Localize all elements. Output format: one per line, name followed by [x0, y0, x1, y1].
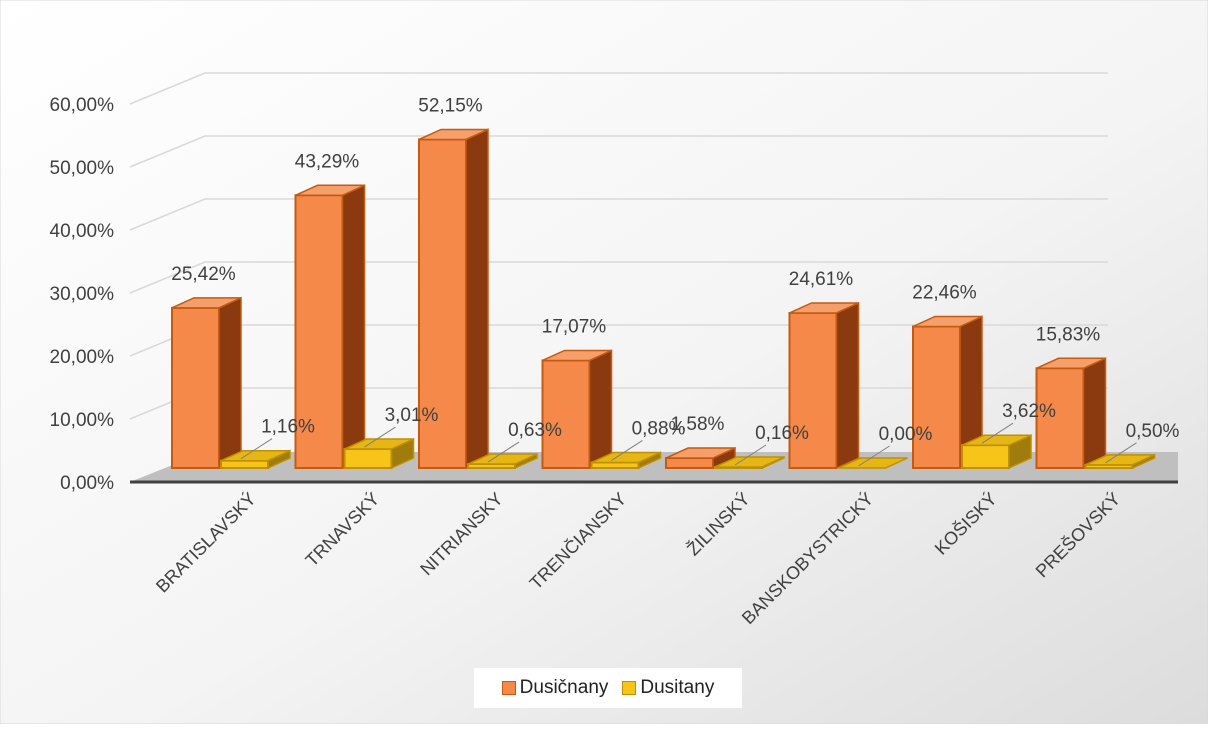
legend: Dusičnany Dusitany: [474, 668, 742, 708]
data-label: 24,61%: [789, 269, 854, 290]
bar-front: [590, 461, 640, 469]
bar-top: [1085, 454, 1155, 466]
legend-label-dusitany: Dusitany: [640, 677, 715, 698]
data-label: 3,62%: [1002, 401, 1056, 422]
bar-top: [171, 297, 242, 309]
data-label-leader: [981, 422, 1014, 444]
y-tick-label: 30,00%: [50, 284, 115, 305]
bar-dusitany: [343, 437, 415, 470]
bar-front: [541, 359, 591, 470]
data-label: 1,16%: [261, 417, 315, 438]
bar-dusitany: [467, 452, 538, 470]
bar-top: [1036, 357, 1106, 370]
data-label: 0,00%: [879, 424, 933, 445]
bar-top: [591, 451, 661, 464]
bar-dusitany: [220, 449, 291, 470]
data-label-leader: [1105, 442, 1137, 464]
legend-label-dusicnany: Dusičnany: [519, 677, 609, 698]
bar-front: [961, 444, 1010, 469]
bar-dusicnany: [171, 296, 242, 470]
y-tick-label: 20,00%: [50, 347, 115, 368]
bar-front: [294, 194, 344, 469]
data-label: 22,46%: [912, 283, 977, 304]
gridline: [129, 72, 1108, 105]
bar-front: [788, 311, 838, 469]
bar-top: [714, 456, 785, 468]
data-label: 25,42%: [171, 264, 236, 285]
data-label: 52,15%: [418, 95, 483, 116]
data-label-leader: [240, 438, 273, 460]
bar-top: [344, 438, 414, 450]
gridline: [129, 261, 1108, 294]
bar-top: [912, 315, 983, 328]
y-tick-label: 60,00%: [50, 95, 115, 116]
bar-dusicnany: [788, 301, 860, 470]
gridline: [129, 135, 1108, 168]
data-label: 0,63%: [508, 420, 562, 441]
bar-side: [1082, 357, 1107, 470]
data-label: 3,01%: [385, 405, 439, 426]
bar-top: [961, 434, 1032, 446]
legend-swatch-dusicnany: [501, 681, 516, 695]
bar-top: [542, 349, 612, 362]
bar-top: [838, 457, 908, 469]
legend-item-dusicnany: Dusičnany: [501, 677, 609, 699]
bar-top: [220, 449, 291, 462]
bar-dusicnany: [912, 315, 983, 470]
data-label-leader: [611, 440, 643, 461]
bar-dusitany: [714, 455, 785, 470]
bar-front: [665, 457, 714, 469]
data-label-leader: [734, 444, 767, 466]
y-tick-label: 50,00%: [50, 158, 115, 179]
bar-front: [912, 325, 961, 470]
bar-side: [465, 128, 489, 470]
bar-front: [220, 459, 269, 469]
bar-top: [789, 302, 859, 314]
bar-dusitany: [590, 451, 662, 470]
data-label: 43,29%: [295, 151, 360, 172]
bar-dusicnany: [294, 184, 366, 470]
bar-side: [588, 349, 613, 470]
legend-swatch-dusitany: [622, 681, 637, 695]
data-label-leader: [487, 441, 520, 463]
bar-front: [1035, 367, 1085, 469]
data-label: 0,88%: [632, 418, 686, 439]
bar-side: [218, 296, 242, 470]
data-label: 1,58%: [671, 414, 725, 435]
bar-top: [665, 447, 736, 459]
bar-dusitany: [838, 457, 908, 469]
bar-dusitany: [1084, 453, 1156, 470]
bar-top: [467, 453, 538, 465]
y-tick-label: 40,00%: [50, 221, 115, 242]
y-tick-label: 0,00%: [60, 473, 114, 494]
legend-item-dusitany: Dusitany: [622, 677, 714, 699]
bar-front: [343, 448, 393, 469]
y-tick-label: 10,00%: [50, 410, 115, 431]
data-label-leader: [364, 426, 396, 448]
bar-side: [341, 184, 366, 470]
data-label: 17,07%: [542, 316, 607, 337]
bar-dusicnany: [418, 128, 489, 470]
bar-dusicnany: [541, 349, 613, 470]
data-label: 0,50%: [1126, 421, 1180, 442]
bar-dusicnany: [665, 446, 736, 470]
bar-dusitany: [961, 434, 1032, 470]
bar-top: [418, 128, 489, 141]
gridline: [129, 198, 1108, 231]
bar-front: [171, 306, 220, 469]
data-label: 15,83%: [1036, 324, 1101, 345]
bar-top: [295, 184, 365, 197]
bar-front: [418, 138, 467, 470]
data-label-leader: [858, 445, 890, 467]
data-label: 0,16%: [755, 423, 809, 444]
bar-side: [835, 301, 860, 470]
